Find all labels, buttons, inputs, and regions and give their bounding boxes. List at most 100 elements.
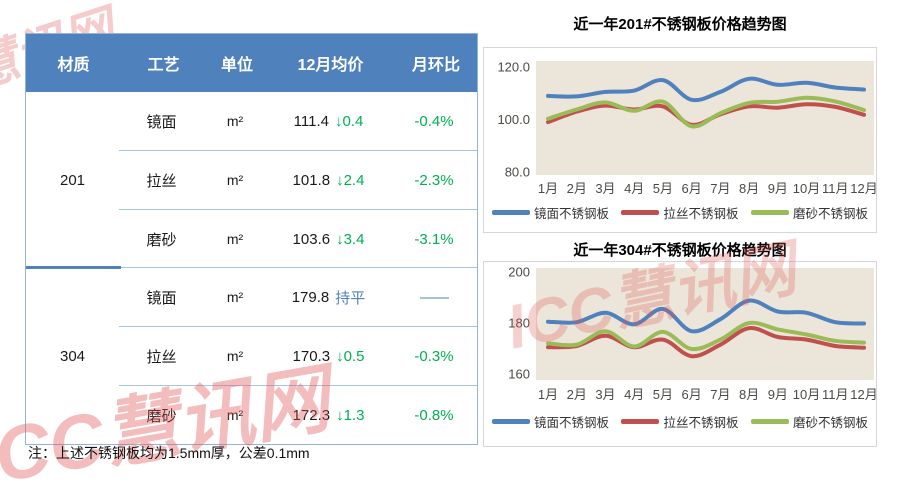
- x-axis-tick-label: 3月: [595, 387, 615, 402]
- legend-line-swatch: [750, 210, 789, 215]
- x-axis-tick-label: 11月: [822, 181, 849, 196]
- price-change: ↓0.4: [334, 112, 364, 130]
- col-header-mom: 月环比: [411, 57, 460, 74]
- legend-label: 镜面不锈钢板: [534, 207, 610, 221]
- unit-cell: m²: [226, 407, 244, 423]
- chart-304-title: 近一年304#不锈钢板价格趋势图: [573, 242, 787, 259]
- y-axis-tick-label: 200: [508, 265, 530, 280]
- x-axis-tick-label: 5月: [653, 387, 673, 402]
- x-axis-tick-label: 8月: [739, 181, 759, 196]
- table-row: 拉丝 m² 170.3 ↓0.5 -0.3%: [119, 326, 477, 385]
- table-note: 注：上述不锈钢板均为1.5mm厚，公差0.1mm: [28, 445, 310, 461]
- series-line-2: [546, 320, 866, 352]
- chart-legend: 镜面不锈钢板 拉丝不锈钢板 磨砂不锈钢板: [484, 412, 876, 431]
- price-cell: 103.6 ↓3.4: [266, 231, 391, 248]
- price-cell: 101.8 ↓2.4: [266, 172, 391, 189]
- material-group-304: 304 镜面 m² 179.8 持平 —— 拉丝 m² 170.3 ↓0.5 -0.3% 磨砂 m² 17…: [26, 266, 477, 444]
- x-axis-tick-label: 1月: [538, 387, 558, 402]
- series-line-1: [546, 326, 866, 359]
- series-line-0: [546, 76, 866, 103]
- x-axis-tick-label: 2月: [567, 181, 587, 196]
- x-axis-tick-label: 1月: [538, 181, 558, 196]
- legend-item: 磨砂不锈钢板: [750, 203, 868, 222]
- x-axis-tick-label: 10月: [793, 387, 820, 402]
- mom-cell: -2.3%: [414, 171, 454, 189]
- legend-item: 镜面不锈钢板: [492, 412, 609, 431]
- price-cell: 170.3 ↓0.5: [266, 348, 391, 365]
- legend-line-swatch: [621, 210, 660, 215]
- material-label: 304: [59, 347, 86, 365]
- table-row: 磨砂 m² 103.6 ↓3.4 -3.1%: [119, 209, 477, 268]
- legend-label: 拉丝不锈钢板: [663, 207, 739, 221]
- mom-cell: -0.4%: [414, 112, 454, 130]
- plot-area: [536, 268, 874, 380]
- price-value: 111.4: [293, 112, 329, 130]
- x-axis-tick-label: 8月: [739, 387, 759, 402]
- mom-cell: ——: [420, 288, 449, 306]
- price-value: 172.3: [292, 406, 331, 424]
- price-table-body: 201 镜面 m² 111.4 ↓0.4 -0.4% 拉丝 m² 101.8 ↓2.4 -2.3% 磨…: [26, 92, 477, 444]
- col-header-process: 工艺: [147, 57, 180, 74]
- x-axis-tick-label: 11月: [822, 387, 849, 402]
- price-change: ↓0.5: [336, 347, 365, 365]
- price-change: ↓2.4: [336, 171, 365, 189]
- x-axis-tick-label: 12月: [850, 387, 876, 402]
- chart-legend: 镜面不锈钢板 拉丝不锈钢板 磨砂不锈钢板: [484, 203, 876, 222]
- mom-cell: -0.8%: [414, 406, 454, 424]
- legend-line-swatch: [750, 419, 789, 424]
- x-axis-tick-label: 7月: [710, 181, 730, 196]
- chart-svg: 120.0 100.0 80.0 1月 2月 3月 4月 5月 6月 7月 8月 9月 10月 11月 12…: [497, 60, 876, 197]
- y-axis-tick-label: 180: [508, 316, 530, 331]
- plot-area: [536, 61, 874, 175]
- x-axis-tick-label: 3月: [595, 181, 615, 196]
- table-row: 拉丝 m² 101.8 ↓2.4 -2.3%: [119, 150, 477, 209]
- legend-label: 拉丝不锈钢板: [663, 416, 739, 430]
- legend-label: 磨砂不锈钢板: [792, 416, 868, 430]
- process-cell: 磨砂: [146, 407, 177, 425]
- price-change: 持平: [335, 289, 366, 307]
- unit-cell: m²: [226, 348, 244, 364]
- chart-201-title: 近一年201#不锈钢板价格趋势图: [573, 16, 787, 33]
- unit-cell: m²: [226, 231, 244, 247]
- mom-cell: -3.1%: [414, 230, 454, 248]
- legend-item: 镜面不锈钢板: [492, 203, 609, 222]
- col-header-material: 材质: [57, 57, 90, 74]
- x-axis-tick-label: 9月: [768, 181, 788, 196]
- price-change: ↓3.4: [336, 230, 365, 248]
- legend-line-swatch: [621, 419, 660, 424]
- table-row: 磨砂 m² 172.3 ↓1.3 -0.8%: [119, 385, 477, 444]
- x-axis-tick-label: 4月: [624, 387, 644, 402]
- col-header-unit: 单位: [220, 57, 253, 74]
- y-axis-tick-label: 160: [508, 367, 530, 382]
- table-row: 镜面 m² 179.8 持平 ——: [119, 268, 477, 326]
- col-header-dec-avg-price: 12月均价: [297, 57, 364, 74]
- group-divider-thin: [121, 267, 477, 268]
- legend-item: 拉丝不锈钢板: [621, 203, 739, 222]
- price-value: 103.6: [292, 230, 331, 248]
- material-label: 201: [59, 171, 86, 189]
- legend-line-swatch: [492, 210, 530, 215]
- price-value: 179.8: [291, 288, 330, 306]
- y-axis-tick-label: 80.0: [505, 165, 530, 180]
- unit-cell: m²: [226, 172, 244, 188]
- legend-item: 拉丝不锈钢板: [621, 412, 739, 431]
- x-axis-tick-label: 9月: [768, 387, 788, 402]
- series-line-2: [546, 95, 866, 129]
- y-axis-tick-label: 100.0: [497, 112, 530, 127]
- mom-cell: -0.3%: [414, 347, 454, 365]
- price-value: 101.8: [292, 171, 331, 189]
- x-axis-tick-label: 6月: [682, 181, 702, 196]
- unit-cell: m²: [226, 113, 244, 129]
- x-axis-tick-label: 10月: [793, 181, 820, 196]
- y-axis-tick-label: 120.0: [497, 60, 530, 75]
- x-axis-tick-label: 5月: [653, 181, 673, 196]
- price-cell: 111.4 ↓0.4: [266, 113, 391, 130]
- legend-item: 磨砂不锈钢板: [750, 412, 868, 431]
- unit-cell: m²: [226, 289, 244, 305]
- x-axis-tick-label: 7月: [710, 387, 730, 402]
- process-cell: 镜面: [146, 113, 177, 131]
- x-axis-tick-label: 12月: [850, 181, 876, 196]
- chart-svg: 200 180 160 1月 2月 3月 4月 5月 6月 7月 8月 9月 10月 11月 12月: [508, 265, 876, 403]
- x-axis-tick-label: 6月: [682, 387, 702, 402]
